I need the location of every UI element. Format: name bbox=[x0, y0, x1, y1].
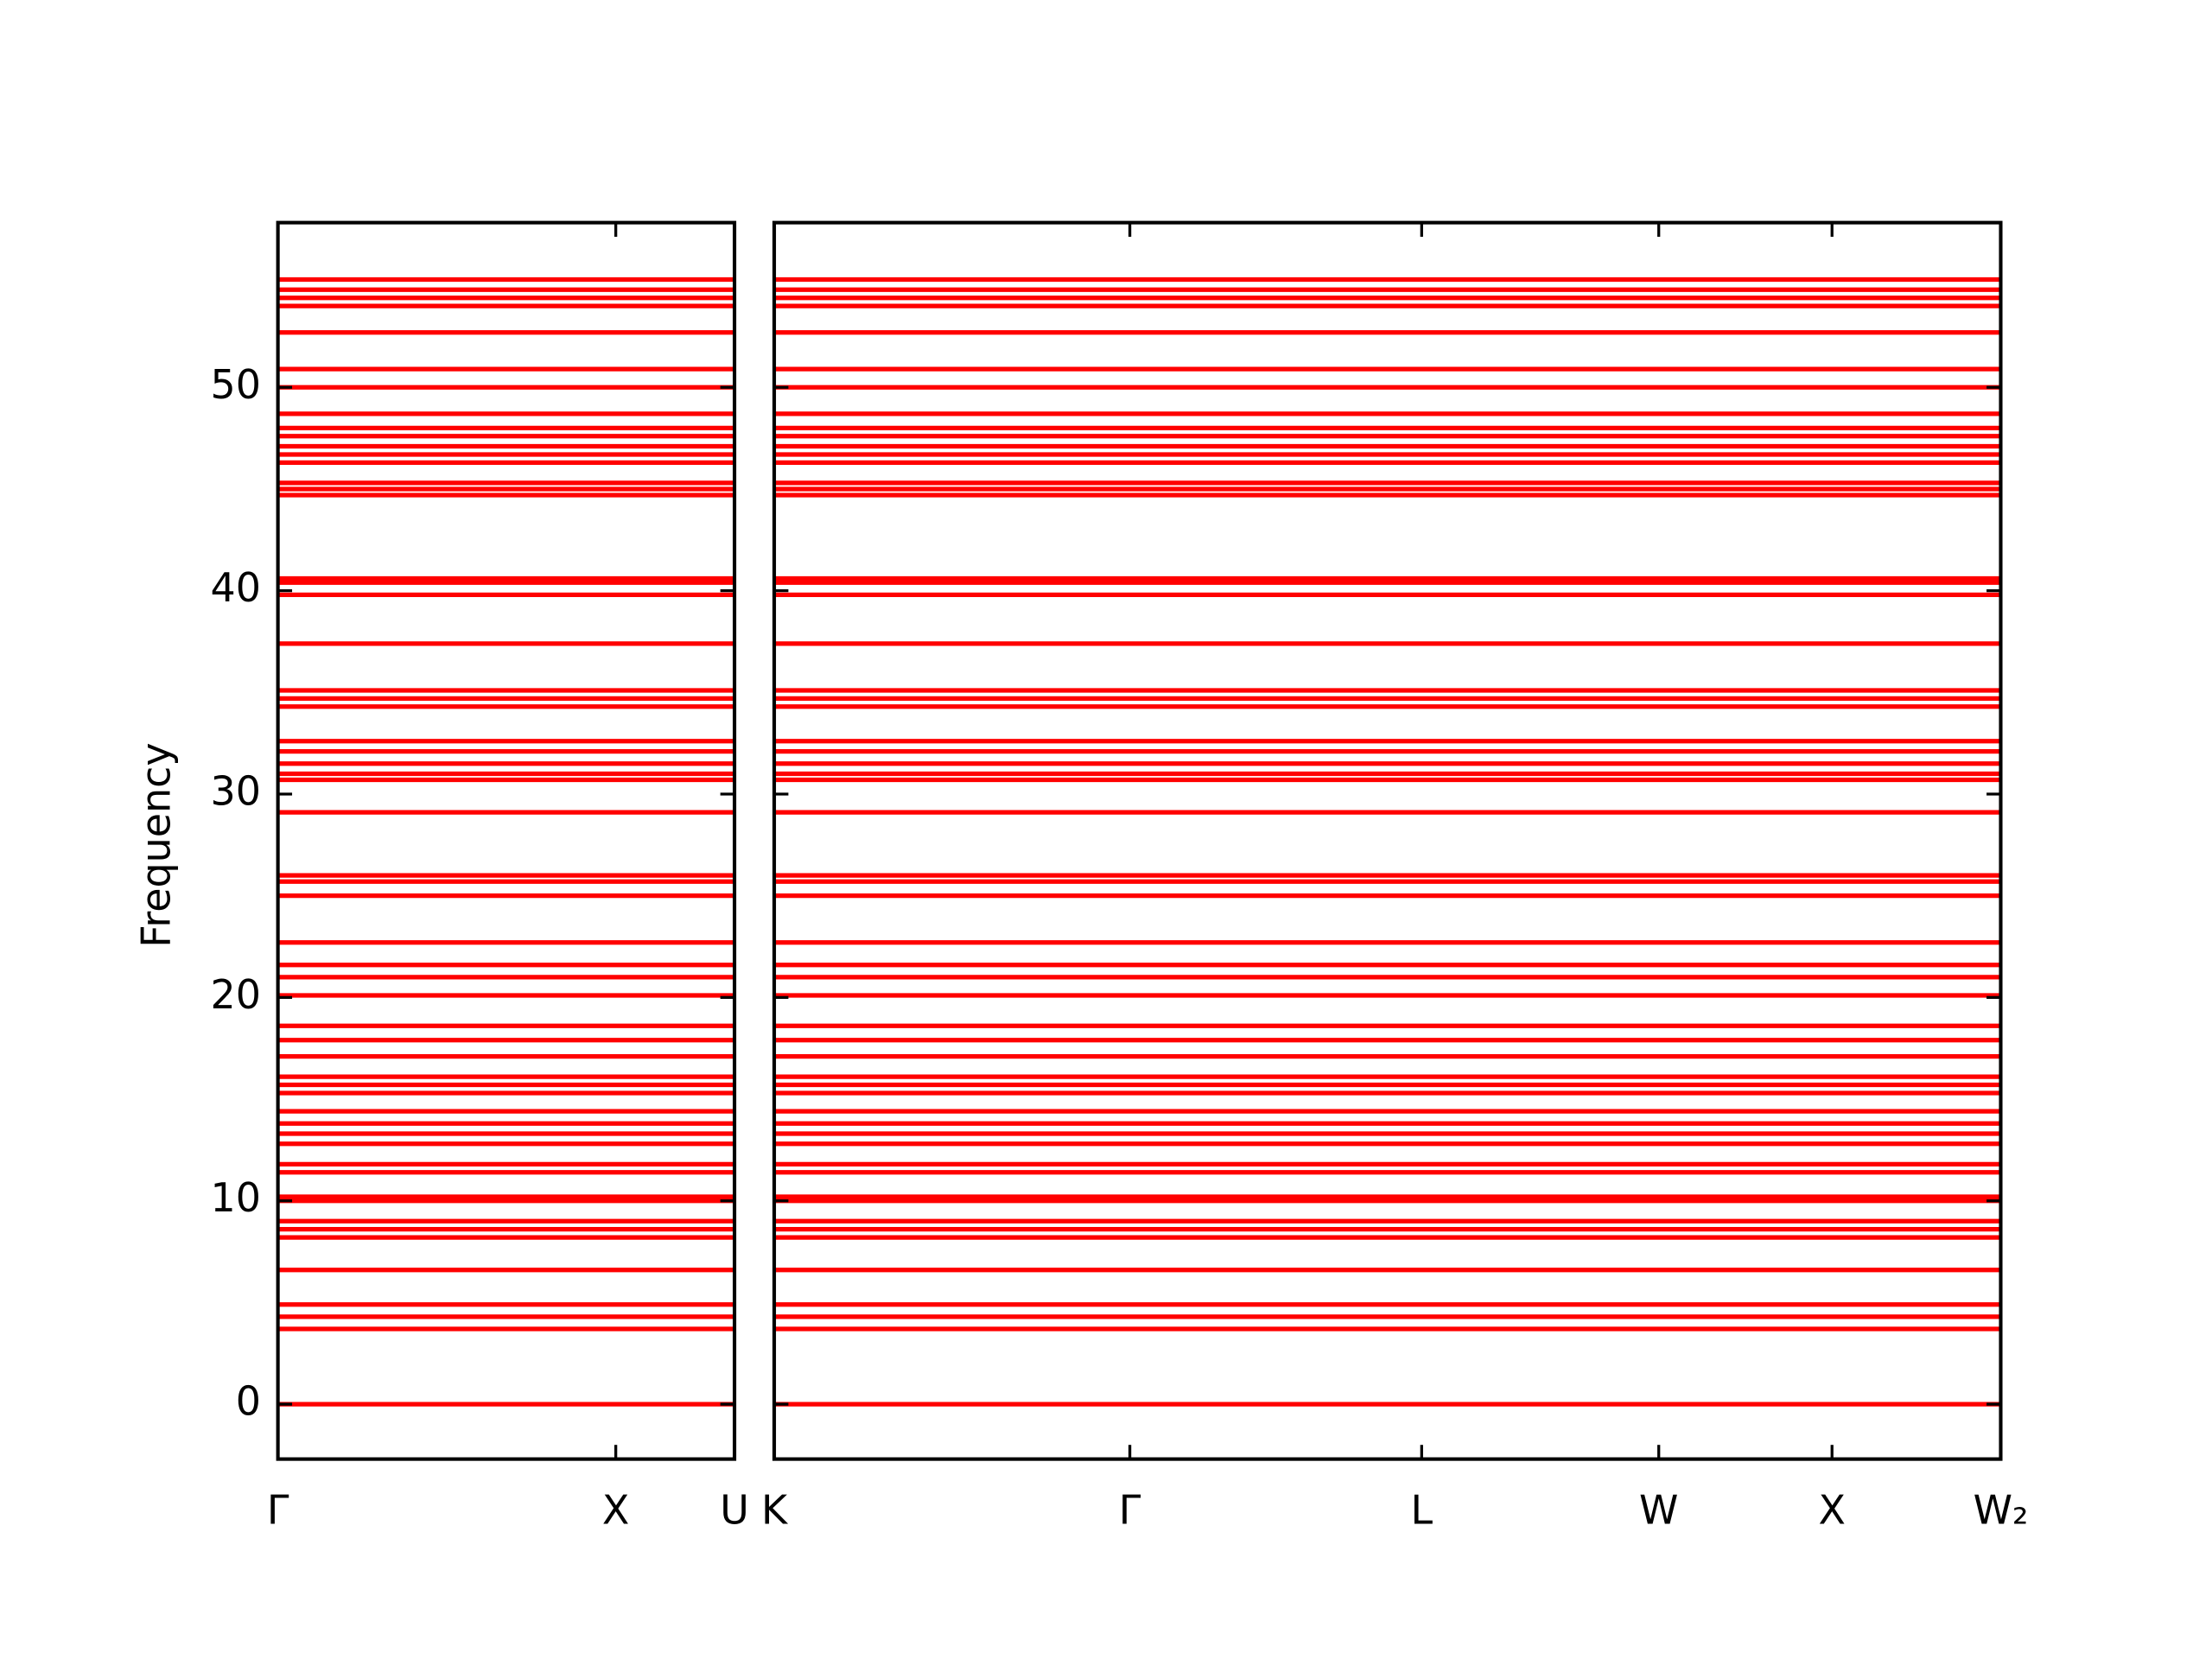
x-tick-label: K bbox=[761, 1486, 789, 1533]
x-tick-label: W₂ bbox=[1974, 1486, 2029, 1533]
y-tick-label: 40 bbox=[210, 564, 260, 611]
x-tick-label: X bbox=[1818, 1486, 1845, 1533]
y-tick-label: 20 bbox=[210, 971, 260, 1018]
x-tick-label: Γ bbox=[267, 1486, 289, 1533]
x-tick-label: Γ bbox=[1119, 1486, 1141, 1533]
y-tick-label: 0 bbox=[236, 1378, 261, 1425]
y-tick-label: 30 bbox=[210, 767, 260, 814]
x-tick-label: W bbox=[1639, 1486, 1678, 1533]
y-tick-label: 10 bbox=[210, 1174, 260, 1221]
x-tick-label: X bbox=[602, 1486, 629, 1533]
x-tick-label: U bbox=[720, 1486, 749, 1533]
axes-frame bbox=[772, 220, 2003, 1461]
y-axis-label: Frequency bbox=[132, 742, 179, 947]
x-tick-label: L bbox=[1411, 1486, 1433, 1533]
axes-frame bbox=[276, 220, 737, 1461]
y-tick-label: 50 bbox=[210, 361, 260, 408]
